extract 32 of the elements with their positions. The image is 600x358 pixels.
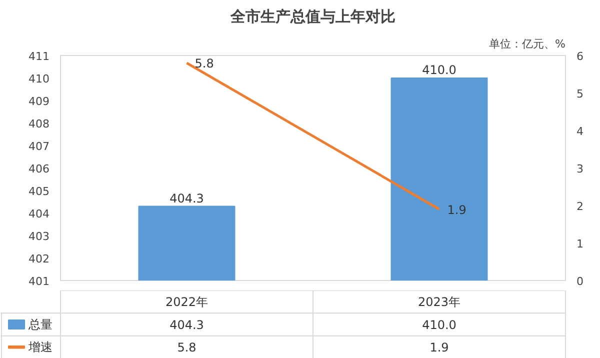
data-label: 1.9 (430, 340, 449, 355)
y-tick-label: 406 (28, 162, 50, 176)
chart-subtitle: 单位：亿元、% (489, 38, 566, 50)
y-tick-label: 402 (28, 252, 50, 266)
y2-tick-label: 1 (576, 238, 584, 250)
data-label: 410.0 (422, 318, 456, 332)
chart-title: 全市生产总值与上年对比 (230, 8, 396, 26)
y2-tick-label: 4 (576, 125, 584, 138)
legend-label: 增速 (28, 340, 52, 354)
y-tick-label: 403 (28, 230, 50, 243)
data-label: 5.8 (177, 340, 196, 355)
y-tick-label: 409 (28, 95, 50, 108)
y-tick-label: 407 (28, 140, 50, 153)
y2-tick-label: 5 (576, 88, 584, 100)
y2-tick-label: 3 (576, 162, 584, 176)
y-tick-label: 401 (28, 275, 50, 288)
text: 404.3 (170, 191, 204, 206)
y-tick-label: 411 (28, 50, 50, 63)
data-label: 404.3 (170, 318, 204, 332)
x-tick-label: 2022年 (165, 294, 208, 309)
text: 410.0 (422, 63, 456, 77)
y2-tick-label: 0 (576, 275, 584, 288)
y-tick-label: 408 (28, 118, 50, 130)
x-tick-label: 2023年 (418, 294, 461, 309)
y-tick-label: 405 (28, 185, 50, 198)
text: 5.8 (194, 56, 214, 70)
y2-tick-label: 6 (576, 50, 584, 63)
legend-label: 总量 (28, 318, 52, 332)
y2-tick-label: 2 (576, 200, 584, 213)
y-tick-label: 404 (28, 208, 50, 220)
y-tick-label: 410 (28, 72, 50, 86)
text: 1.9 (447, 202, 466, 217)
